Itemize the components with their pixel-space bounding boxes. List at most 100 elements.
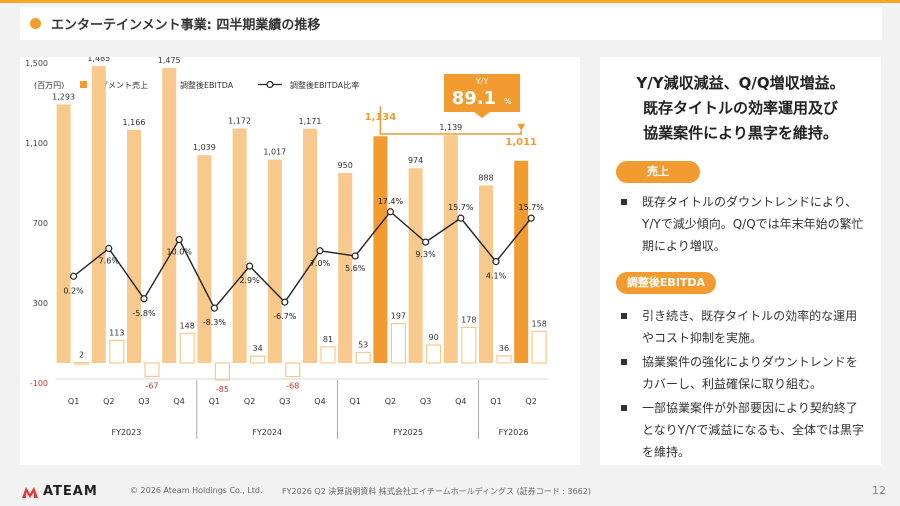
ebitda-value-label: 90 (429, 333, 439, 342)
ebitda-value-label: -67 (145, 381, 158, 390)
page-header: エンターテインメント事業: 四半期業績の推移 (20, 7, 882, 40)
ebitda-value-label: 36 (499, 344, 509, 353)
ratio-value-label: 7.6% (99, 257, 120, 266)
ratio-value-label: 10.0% (166, 248, 192, 257)
ebitda-value-label: 53 (358, 340, 368, 349)
sales-bars: 1,293 1,485 1,166 1,475 1,039 1,172 1,017 1,171… (52, 54, 537, 364)
sales-bar (408, 168, 423, 363)
sales-bar (197, 155, 212, 363)
sales-value-label: 974 (408, 156, 423, 165)
sales-value-label: 1,139 (439, 123, 462, 132)
ebitda-value-label: 158 (532, 319, 547, 328)
yoy-badge-value: 89.1 (452, 88, 496, 109)
legend-ratio-label: 調整後EBITDA比率 (290, 80, 359, 90)
ebitda-value-label: 2 (79, 351, 84, 360)
sales-value-label: 1,171 (299, 117, 322, 126)
fiscal-year-label: FY2023 (111, 428, 141, 437)
ebitda-bar (390, 323, 406, 364)
ebitda-value-label: 197 (391, 312, 406, 321)
ebitda-bar (73, 362, 90, 365)
sales-bar (514, 160, 529, 363)
heading-line-3: 協業案件により黒字を維持。 (643, 124, 838, 142)
commentary-heading: Y/Y減収減益、Q/Q増収増益。 既存タイトルの効率運用及び 協業案件により黒字… (600, 71, 881, 146)
ratio-value-label: 0.2% (63, 286, 84, 295)
yoy-badge-box (444, 74, 520, 112)
ebitda-bar (426, 344, 442, 364)
ebitda-point: 協業案件の強化によりダウントレンドをカバーし、利益確保に取り組む。 (618, 351, 868, 395)
sales-bar (56, 104, 71, 364)
commentary-panel: Y/Y減収減益、Q/Q増収増益。 既存タイトルの効率運用及び 協業案件により黒字… (600, 57, 881, 465)
sales-bar (232, 128, 247, 363)
ebitda-value-label: 148 (180, 321, 195, 330)
legend-unit: (百万円) (34, 81, 64, 90)
sales-bar (373, 136, 388, 363)
y-axis: 1,500 1,100 700 300 -100 (25, 59, 48, 388)
company-logo: ATEAM (22, 484, 98, 499)
sales-value-label: 1,172 (228, 117, 251, 126)
sales-value-label: 1,475 (158, 57, 181, 65)
sales-value-label: 1,017 (263, 148, 286, 157)
logo-mark-icon (22, 486, 38, 498)
yoy-arrow-head (517, 123, 526, 131)
ratio-value-label: 5.6% (345, 264, 366, 273)
top-accent-bar (0, 0, 900, 3)
ebitda-bar (144, 362, 160, 377)
fiscal-year-label: FY2025 (393, 428, 423, 437)
ratio-point (105, 244, 113, 253)
legend-ratio-marker (266, 80, 274, 89)
ratio-value-label: 15.7% (448, 203, 474, 212)
ratio-value-label: 4.1% (486, 272, 507, 281)
sales-points: 既存タイトルのダウントレンドにより、Y/Yで減少傾向。Q/Qでは年末年始の繁忙期… (618, 191, 868, 259)
quarter-label: Q4 (314, 397, 325, 406)
ratio-point (527, 214, 535, 222)
ratio-point (457, 214, 465, 222)
quarter-label: Q2 (526, 397, 537, 406)
ebitda-bar (496, 355, 512, 364)
y-tick-label: 1,100 (25, 139, 48, 148)
quarter-label: Q1 (490, 397, 501, 406)
chart-panel: (百万円) セグメント売上 調整後EBITDA 調整後EBITDA比率 Y/Y … (20, 54, 580, 465)
ebitda-value-label: -85 (216, 385, 229, 394)
bullet-dot-icon (30, 18, 41, 29)
ratio-value-label: 17.4% (378, 197, 404, 206)
sales-bar (479, 185, 493, 363)
ratio-point (210, 304, 218, 312)
sales-value-label: 950 (338, 161, 353, 170)
legend: (百万円) セグメント売上 調整後EBITDA 調整後EBITDA比率 (34, 80, 359, 90)
quarter-label: Q4 (174, 397, 185, 406)
sales-value-label: 888 (478, 173, 493, 182)
ratio-value-label: 9.3% (415, 250, 436, 259)
y-tick-label: 300 (33, 299, 48, 308)
ebitda-value-label: -68 (286, 382, 299, 391)
ebitda-bar (461, 326, 477, 364)
ebitda-bar (109, 339, 125, 364)
fiscal-year-label: FY2026 (499, 428, 529, 437)
legend-ebitda-label: 調整後EBITDA (180, 80, 234, 90)
ratio-value-label: -8.3% (203, 318, 227, 327)
sales-bar (267, 159, 282, 363)
sales-value-label: 1,011 (505, 137, 537, 148)
ebitda-bar (320, 346, 336, 364)
ebitda-point: 引き続き、既存タイトルの効率的な運用やコスト抑制を実施。 (618, 305, 868, 349)
legend-sales-label: セグメント売上 (92, 80, 148, 90)
yoy-bracket (379, 106, 526, 135)
quarter-label: Q1 (209, 397, 220, 406)
quarter-label: Q2 (103, 397, 114, 406)
ratio-point (246, 262, 254, 270)
ebitda-bar (179, 332, 195, 364)
sales-value-label: 1,166 (123, 118, 146, 127)
ratio-point (69, 272, 78, 280)
sales-point: 既存タイトルのダウントレンドにより、Y/Yで減少傾向。Q/Qでは年末年始の繁忙期… (618, 191, 868, 257)
logo-wordmark: ATEAM (43, 484, 98, 499)
yoy-badge: Y/Y 89.1 % (444, 74, 520, 118)
sales-bar (443, 135, 458, 363)
ratio-point (351, 252, 359, 260)
quarter-label: Q2 (244, 397, 255, 406)
ebitda-bars: 2 113 -67 148 -85 34 -68 81 53 197 90 178 36 158 (73, 312, 547, 394)
ratio-value-label: 2.9% (239, 276, 260, 285)
ratio-point (140, 295, 148, 303)
quarter-label: Q1 (68, 397, 79, 406)
document-source: FY2026 Q2 決算説明資料 株式会社エイチームホールディングス (証券コー… (282, 487, 591, 496)
yoy-badge-unit: % (504, 97, 512, 106)
ratio-line-series: 0.2% 7.6% -5.8% 10.0% -8.3% 2.9% -6.7% 7.0% 5.6%… (63, 197, 544, 327)
